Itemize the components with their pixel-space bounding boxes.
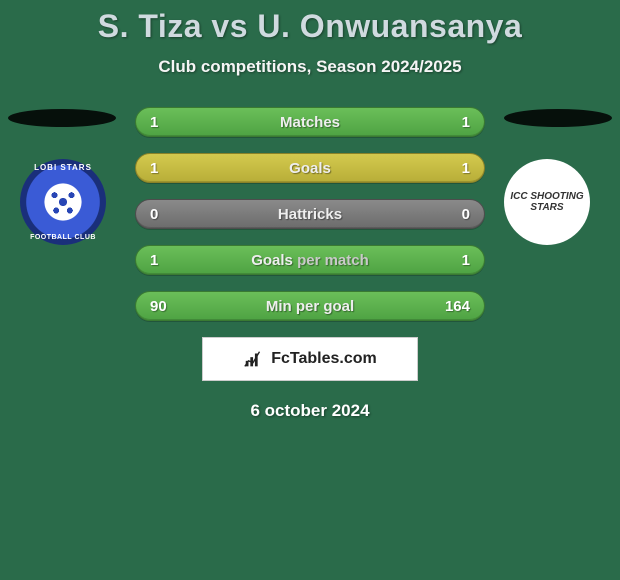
player-shadow-left: [8, 109, 116, 127]
bar-chart-icon: [243, 348, 265, 370]
stat-label-primary: Hattricks: [278, 206, 342, 223]
stat-label-primary: Min per goal: [266, 298, 354, 315]
stat-rows: 1 Matches 1 1 Goals 1 0 Hattricks 0 1 Go…: [135, 107, 485, 321]
comparison-container: LOBI STARS FOOTBALL CLUB ICC SHOOTING ST…: [0, 107, 620, 421]
stat-row: 1 Goals 1: [135, 153, 485, 183]
stat-label: Hattricks: [136, 206, 484, 223]
stat-row: 0 Hattricks 0: [135, 199, 485, 229]
page-title: S. Tiza vs U. Onwuansanya: [0, 0, 620, 45]
stat-right-value: 164: [440, 298, 470, 315]
soccer-ball-icon: [46, 185, 80, 219]
club-badge-left-sub: FOOTBALL CLUB: [20, 234, 106, 241]
brand-text: FcTables.com: [271, 350, 377, 368]
stat-label-primary: Goals: [251, 252, 293, 269]
club-badge-right: ICC SHOOTING STARS: [504, 159, 590, 245]
date-text: 6 october 2024: [0, 401, 620, 421]
stat-right-value: 1: [440, 252, 470, 269]
club-badge-right-name: ICC SHOOTING STARS: [510, 191, 584, 213]
stat-right-value: 0: [440, 206, 470, 223]
stat-right-value: 1: [440, 114, 470, 131]
stat-left-value: 1: [150, 252, 180, 269]
subtitle: Club competitions, Season 2024/2025: [0, 57, 620, 77]
stat-right-value: 1: [440, 160, 470, 177]
club-badge-left: LOBI STARS FOOTBALL CLUB: [20, 159, 106, 245]
player-shadow-right: [504, 109, 612, 127]
stat-left-value: 90: [150, 298, 180, 315]
stat-label: Goals per match: [136, 252, 484, 269]
stat-label-primary: Matches: [280, 114, 340, 131]
stat-row: 90 Min per goal 164: [135, 291, 485, 321]
stat-label-primary: Goals: [289, 160, 331, 177]
brand-box[interactable]: FcTables.com: [202, 337, 418, 381]
stat-label: Matches: [136, 114, 484, 131]
stat-row: 1 Goals per match 1: [135, 245, 485, 275]
stat-left-value: 1: [150, 114, 180, 131]
stat-label: Goals: [136, 160, 484, 177]
stat-label-secondary: per match: [297, 252, 369, 269]
stat-left-value: 0: [150, 206, 180, 223]
stat-label: Min per goal: [136, 298, 484, 315]
stat-row: 1 Matches 1: [135, 107, 485, 137]
stat-left-value: 1: [150, 160, 180, 177]
